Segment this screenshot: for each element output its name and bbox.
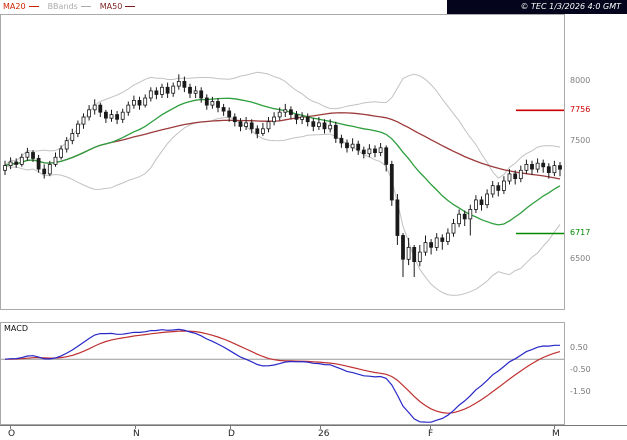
macd-panel: MACD (0, 322, 565, 425)
macd-main-line (4, 328, 560, 423)
ma20-line (4, 97, 561, 226)
time-label-M: M (552, 429, 560, 439)
time-label-26: 26 (318, 429, 330, 439)
price-label-6500: 6500 (570, 254, 591, 263)
price-panel (0, 14, 565, 310)
price-label-7756: 7756 (570, 105, 591, 114)
time-tick (135, 426, 136, 429)
macd-tick--1.50: -1.50 (570, 387, 591, 396)
macd-axis: 0.50 -0.50 -1.50 (567, 322, 627, 425)
macd-chart-svg (1, 328, 564, 423)
price-axis: 8000 7756 7500 6717 6500 (567, 14, 627, 310)
legend-item-bbands: BBands (48, 2, 100, 11)
time-label-D: D (228, 429, 235, 439)
candles (3, 74, 562, 277)
time-label-F: F (428, 429, 434, 439)
time-label-O: O (8, 429, 16, 439)
timestamp-text: © TEC 1/3/2026 4:0 GMT (520, 2, 622, 11)
bollinger-bands (4, 71, 561, 296)
price-label-8000: 8000 (570, 76, 591, 85)
time-axis: O N D 26 F M (0, 425, 627, 440)
time-tick (320, 426, 321, 429)
time-tick (10, 426, 11, 429)
timestamp-bar: © TEC 1/3/2026 4:0 GMT (447, 0, 627, 14)
legend-dash-icon (125, 6, 136, 7)
price-label-6717: 6717 (570, 228, 591, 237)
legend-dash-icon (28, 6, 39, 7)
legend-item-ma50: MA50 (100, 2, 145, 11)
macd-tick-0.50: 0.50 (570, 343, 588, 352)
macd-signal-line (4, 330, 561, 414)
price-label-7500: 7500 (570, 136, 591, 145)
macd-tick--0.50: -0.50 (570, 365, 591, 374)
time-tick (430, 426, 431, 429)
indicator-legend: MA20 BBands MA50 (3, 2, 144, 11)
legend-bar: MA20 BBands MA50 © TEC 1/3/2026 4:0 GMT (0, 0, 627, 14)
legend-item-ma20: MA20 (3, 2, 48, 11)
legend-dash-icon (80, 6, 91, 7)
time-label-N: N (133, 429, 140, 439)
time-tick (554, 426, 555, 429)
macd-label: MACD (4, 324, 28, 333)
time-tick (230, 426, 231, 429)
price-chart-svg (3, 71, 564, 296)
